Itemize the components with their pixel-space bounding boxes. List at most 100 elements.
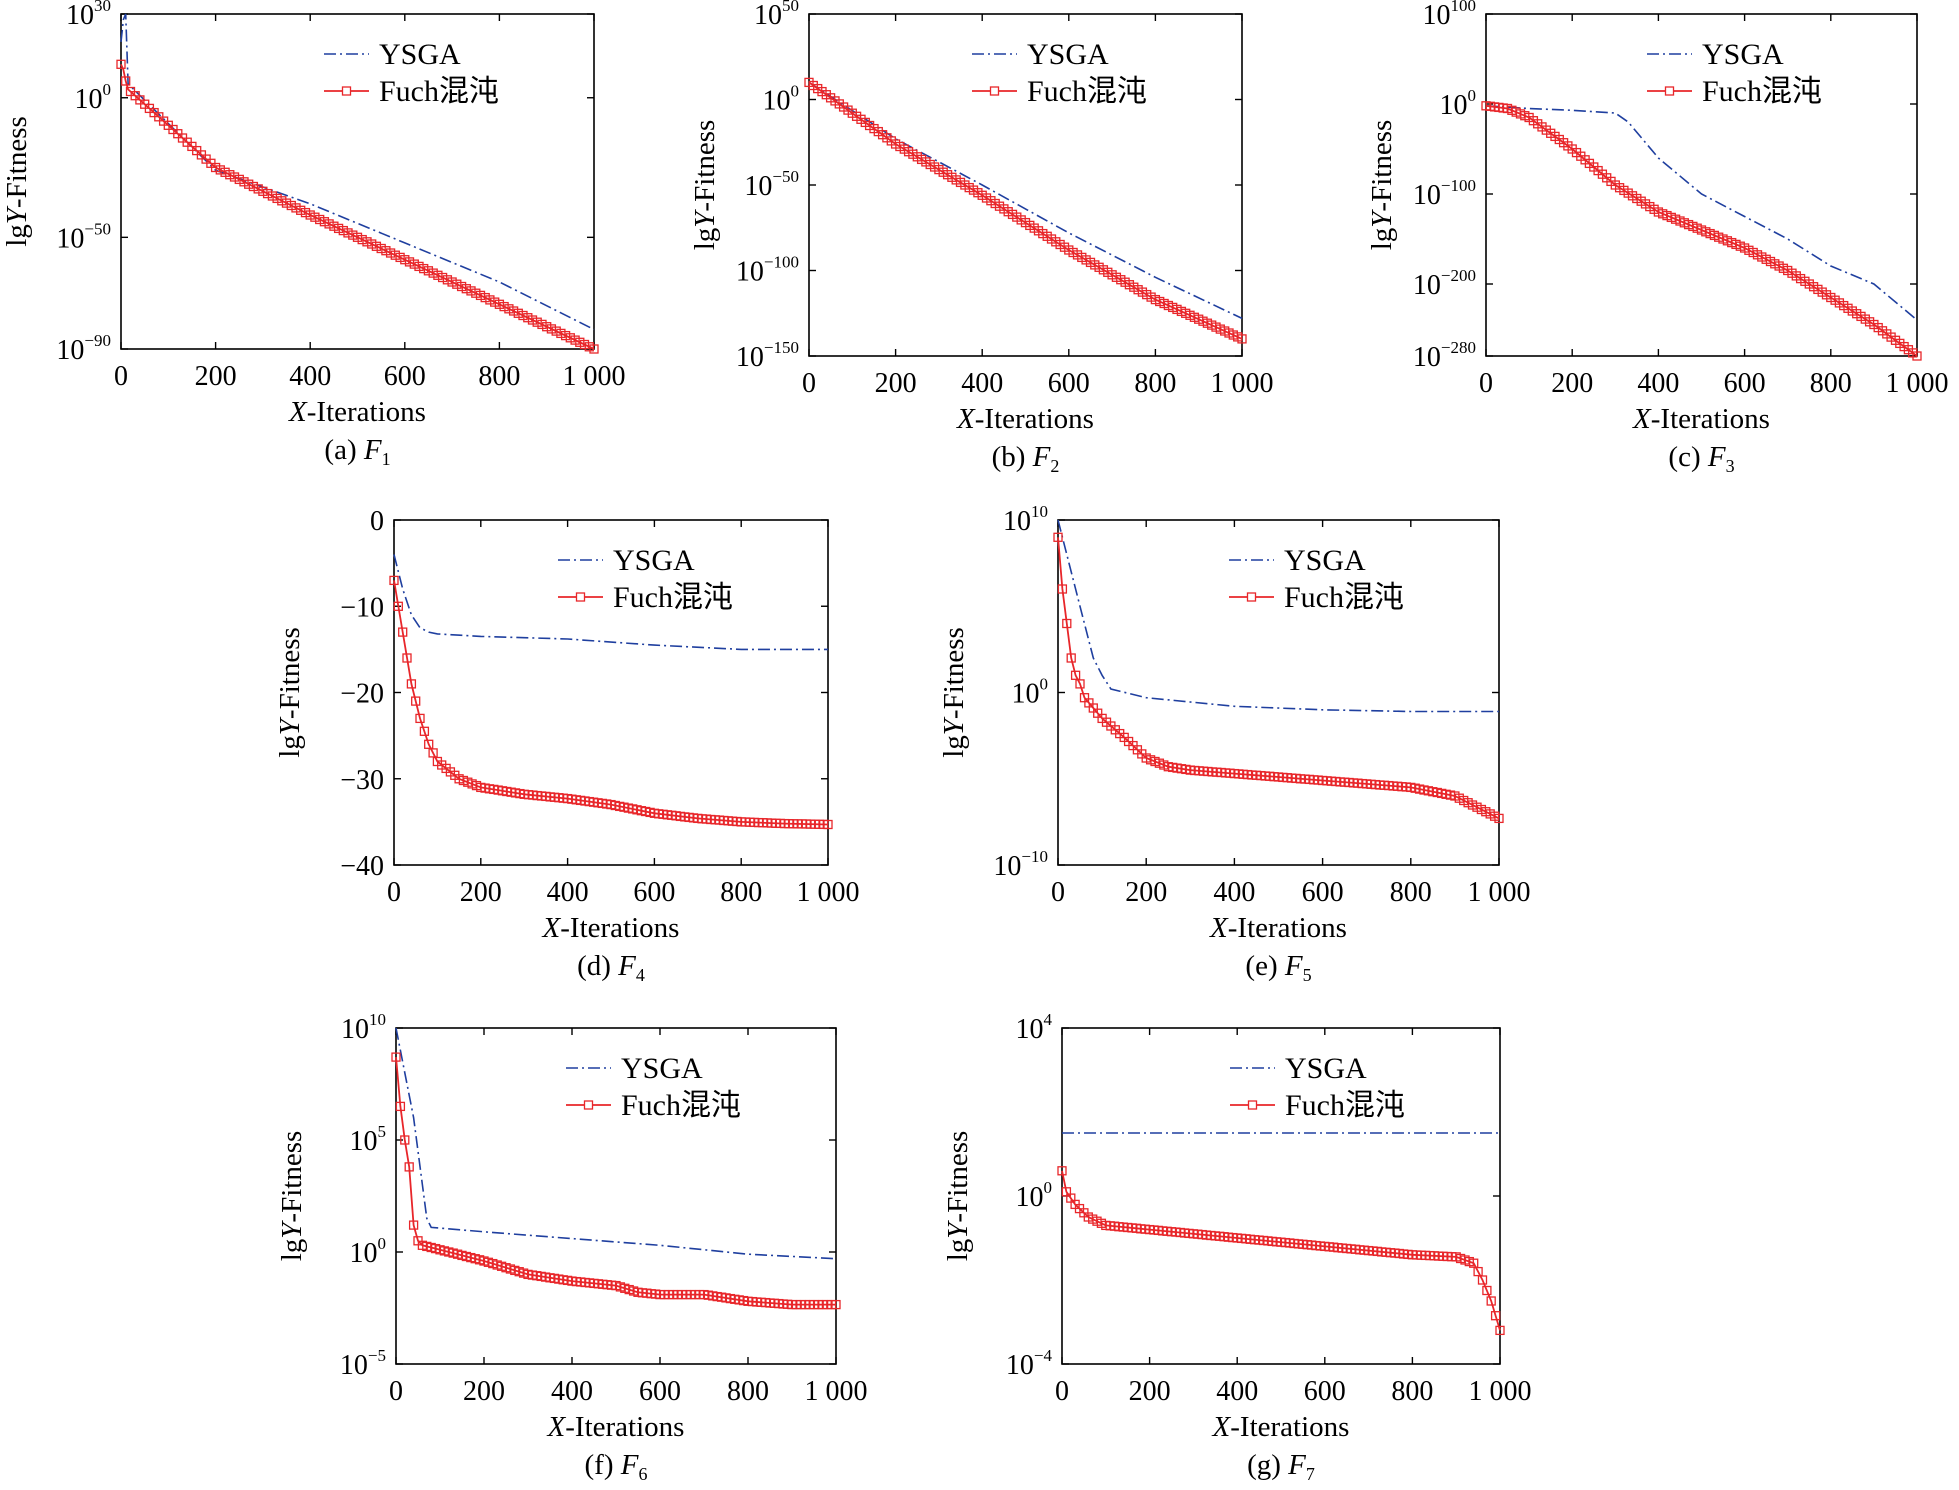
data-point — [461, 284, 471, 294]
data-point — [1477, 1275, 1488, 1285]
data-point — [352, 232, 363, 242]
legend-label: YSGA — [1702, 38, 1784, 71]
data-point — [338, 225, 348, 236]
legend-marker — [583, 1100, 594, 1110]
data-point — [518, 310, 528, 321]
series-line-ysga — [808, 81, 1243, 320]
series-line-fuch — [1061, 1170, 1501, 1331]
data-point — [414, 261, 424, 272]
legend: YSGA Fuch混沌 — [1229, 544, 1404, 614]
x-tick-label: 600 — [1302, 877, 1344, 908]
chart-caption: (d) F4 — [577, 950, 645, 985]
data-point — [589, 344, 599, 354]
x-tick-label: 800 — [1391, 1376, 1433, 1407]
x-tick-label: 200 — [1129, 1376, 1171, 1407]
data-point — [409, 259, 419, 269]
data-point — [437, 272, 448, 283]
series-line-fuch — [393, 580, 829, 826]
y-tick-label: 100 — [1016, 1178, 1053, 1213]
y-axis-title: lgY-Fitness — [274, 627, 306, 758]
y-tick-label: 10−10 — [993, 847, 1048, 882]
x-tick-label: 600 — [633, 877, 675, 908]
legend: YSGA Fuch混沌 — [1230, 1052, 1405, 1122]
chart-caption: (e) F5 — [1245, 950, 1311, 985]
data-point — [402, 653, 412, 663]
data-point — [570, 335, 580, 345]
x-tick-label: 600 — [639, 1376, 681, 1407]
data-point — [357, 234, 367, 245]
y-tick-label: 1010 — [1003, 502, 1048, 537]
x-tick-label: 800 — [478, 361, 520, 392]
series-line-fuch — [120, 63, 595, 350]
data-point — [404, 257, 415, 267]
data-point — [291, 203, 301, 213]
data-point — [579, 339, 590, 350]
chart-f: 0 200 400 600 800 1 000 10−5 100 105 1010 YSGA Fuch… — [276, 1010, 868, 1484]
legend-marker — [1246, 592, 1257, 602]
data-point — [419, 263, 429, 274]
x-axis-title: X-Iterations — [1212, 1411, 1350, 1443]
data-point — [116, 59, 126, 69]
data-point — [466, 286, 476, 296]
chart-d: 0 200 400 600 800 1 000 −40 −30 −20 −10 0 YSGA Fuch混… — [274, 506, 860, 985]
x-axis-title: X-Iterations — [542, 912, 680, 944]
data-point — [831, 1299, 841, 1310]
plot-frame — [1485, 13, 1918, 357]
data-point — [395, 1101, 406, 1112]
chart-caption: (a) F1 — [324, 434, 390, 469]
data-point — [551, 326, 561, 336]
x-axis-title: X-Iterations — [288, 396, 426, 428]
x-tick-label: 400 — [1213, 877, 1255, 908]
data-point — [494, 299, 505, 309]
x-tick-label: 400 — [551, 1376, 593, 1407]
data-point — [239, 177, 249, 187]
chart-caption: (g) F7 — [1247, 1449, 1315, 1484]
x-tick-label: 200 — [875, 368, 917, 399]
data-point — [584, 342, 594, 352]
data-point — [1495, 1325, 1505, 1336]
chart-g: 0 200 400 600 800 1 000 10−4 100 104 YSGA Fuch混沌 X-… — [942, 1010, 1532, 1484]
data-point — [296, 205, 306, 215]
x-tick-label: 1 000 — [797, 877, 860, 908]
data-point — [447, 277, 457, 287]
legend-label: YSGA — [621, 1052, 703, 1085]
x-tick-label: 200 — [195, 361, 237, 392]
y-tick-label: 10−5 — [340, 1346, 386, 1381]
y-tick-label: −40 — [340, 851, 384, 882]
x-tick-label: 600 — [1304, 1376, 1346, 1407]
x-tick-label: 200 — [1551, 368, 1593, 399]
data-point — [560, 330, 571, 341]
legend-marker — [989, 86, 1000, 96]
data-point — [428, 268, 438, 278]
x-tick-label: 0 — [802, 368, 816, 399]
data-point — [404, 1162, 414, 1172]
legend-label: YSGA — [1027, 38, 1109, 71]
x-axis-title: X-Iterations — [547, 1411, 685, 1443]
data-point — [305, 210, 315, 220]
data-point — [310, 212, 320, 222]
data-point — [485, 295, 495, 305]
series-markers-fuch — [1481, 101, 1922, 361]
data-point — [1237, 334, 1247, 344]
plot-frame — [395, 1027, 837, 1365]
legend-label: Fuch混沌 — [1027, 75, 1147, 108]
y-axis-title: lgY-Fitness — [942, 1131, 974, 1262]
y-axis-title: lgY-Fitness — [938, 627, 970, 758]
x-tick-label: 1 000 — [1211, 368, 1274, 399]
y-tick-label: 10−50 — [56, 219, 111, 254]
series-markers-fuch — [804, 77, 1247, 344]
y-tick-label: 100 — [75, 80, 112, 115]
data-point — [393, 601, 403, 611]
data-point — [300, 207, 311, 218]
data-point — [1066, 653, 1076, 663]
data-point — [575, 337, 585, 347]
data-point — [400, 255, 410, 265]
series-markers-fuch — [1053, 532, 1504, 824]
legend-label: Fuch混沌 — [1284, 581, 1404, 614]
data-point — [324, 219, 334, 229]
x-tick-label: 600 — [1724, 368, 1766, 399]
y-tick-label: 1010 — [341, 1010, 386, 1045]
x-tick-label: 0 — [1479, 368, 1493, 399]
legend-label: YSGA — [1285, 1052, 1367, 1085]
data-point — [419, 726, 430, 736]
